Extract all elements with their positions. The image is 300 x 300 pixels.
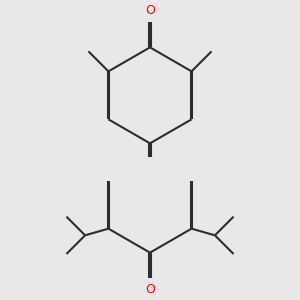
Text: O: O [145, 283, 155, 296]
Text: O: O [145, 4, 155, 17]
